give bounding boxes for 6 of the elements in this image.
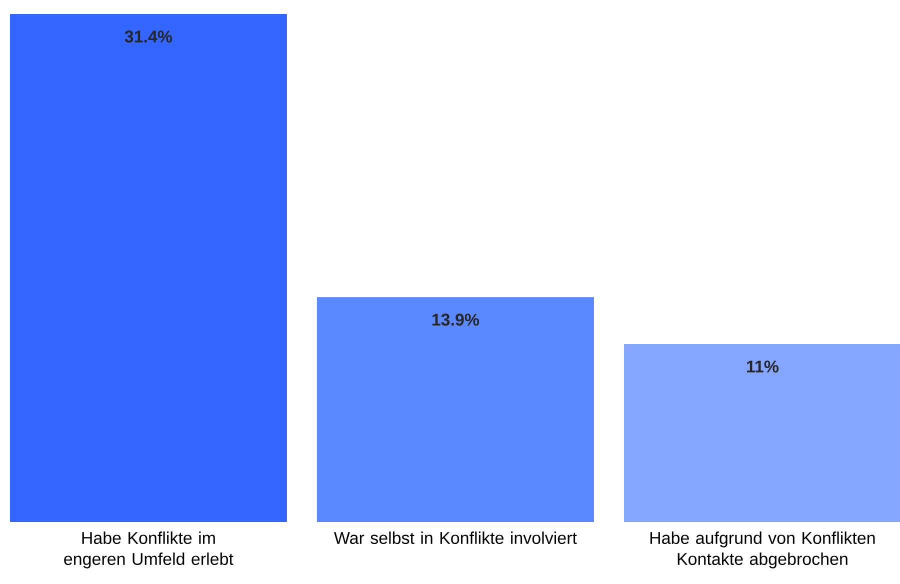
data-label: 31.4%	[124, 30, 172, 43]
x-tick-label: War selbst in Konflikte involviert	[334, 532, 577, 544]
x-tick-label: Habe aufgrund von Konflikten Kontakte abgebrochen	[650, 532, 875, 568]
data-label: 11%	[746, 360, 779, 373]
x-tick-label: Habe Konflikte im engeren Umfeld erlebt	[64, 532, 234, 568]
data-label: 13.9%	[432, 314, 480, 326]
